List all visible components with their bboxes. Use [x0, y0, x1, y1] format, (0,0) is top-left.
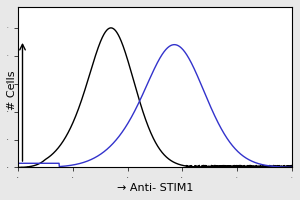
X-axis label: → Anti- STIM1: → Anti- STIM1 [117, 183, 193, 193]
Text: # Cells: # Cells [7, 70, 17, 110]
